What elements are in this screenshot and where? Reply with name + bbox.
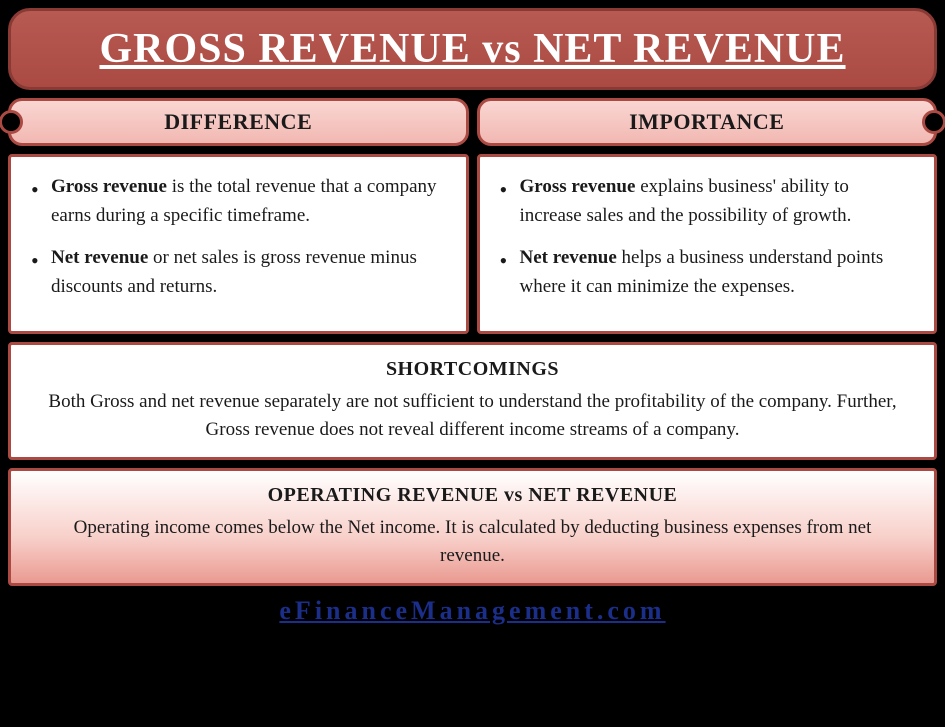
operating-body: Operating income comes below the Net inc… [41, 514, 904, 569]
two-column-row: DIFFERENCE Gross revenue is the total re… [8, 98, 937, 334]
footer-link[interactable]: eFinanceManagement.com [279, 596, 665, 625]
importance-content: Gross revenue explains business' ability… [477, 154, 938, 334]
page-title: GROSS REVENUE vs NET REVENUE [31, 25, 914, 73]
list-item: Net revenue or net sales is gross revenu… [51, 244, 444, 301]
difference-content: Gross revenue is the total revenue that … [8, 154, 469, 334]
footer: eFinanceManagement.com [8, 594, 937, 626]
difference-header: DIFFERENCE [8, 98, 469, 146]
list-item: Gross revenue explains business' ability… [520, 173, 913, 230]
bold-term: Net revenue [520, 247, 617, 268]
right-column: IMPORTANCE Gross revenue explains busine… [477, 98, 938, 334]
operating-heading: OPERATING REVENUE vs NET REVENUE [41, 481, 904, 510]
operating-box: OPERATING REVENUE vs NET REVENUE Operati… [8, 468, 937, 586]
bold-term: Gross revenue [520, 176, 636, 197]
left-column: DIFFERENCE Gross revenue is the total re… [8, 98, 469, 334]
bold-term: Gross revenue [51, 176, 167, 197]
list-item: Net revenue helps a business understand … [520, 244, 913, 301]
importance-header: IMPORTANCE [477, 98, 938, 146]
shortcomings-body: Both Gross and net revenue separately ar… [41, 388, 904, 443]
shortcomings-box: SHORTCOMINGS Both Gross and net revenue … [8, 342, 937, 460]
shortcomings-heading: SHORTCOMINGS [41, 355, 904, 384]
bold-term: Net revenue [51, 247, 148, 268]
list-item: Gross revenue is the total revenue that … [51, 173, 444, 230]
infographic-container: GROSS REVENUE vs NET REVENUE DIFFERENCE … [8, 8, 937, 719]
title-box: GROSS REVENUE vs NET REVENUE [8, 8, 937, 90]
